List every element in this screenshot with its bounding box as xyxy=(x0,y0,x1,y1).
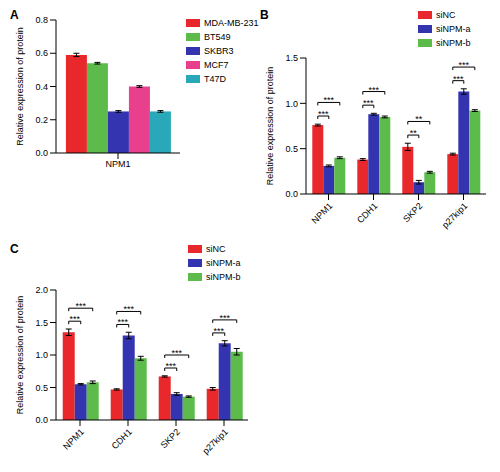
svg-text:2.0: 2.0 xyxy=(35,285,48,295)
svg-text:***: *** xyxy=(171,348,182,358)
svg-text:***: *** xyxy=(324,95,335,105)
svg-text:0.4: 0.4 xyxy=(35,82,48,92)
svg-text:SKP2: SKP2 xyxy=(159,427,182,450)
svg-text:**: ** xyxy=(415,114,423,124)
svg-text:Relative expression of protein: Relative expression of protein xyxy=(15,296,25,415)
svg-text:NPM1: NPM1 xyxy=(105,159,130,169)
svg-text:1.0: 1.0 xyxy=(35,350,48,360)
svg-text:Relative expression of protein: Relative expression of protein xyxy=(15,27,25,146)
svg-text:***: *** xyxy=(369,85,380,95)
svg-text:1.5: 1.5 xyxy=(35,318,48,328)
svg-text:0.0: 0.0 xyxy=(35,415,48,425)
html-text:A: A xyxy=(10,8,19,22)
svg-text:***: *** xyxy=(213,326,224,336)
html-text:C: C xyxy=(10,242,19,256)
svg-text:***: *** xyxy=(318,109,329,119)
svg-text:0.5: 0.5 xyxy=(285,144,298,154)
svg-text:0.2: 0.2 xyxy=(35,115,48,125)
html-text:siNC: siNC xyxy=(206,244,226,254)
svg-text:0.6: 0.6 xyxy=(35,48,48,58)
svg-text:0.8: 0.8 xyxy=(35,15,48,25)
html-text:B: B xyxy=(260,8,269,22)
svg-text:SKP2: SKP2 xyxy=(401,201,424,224)
svg-text:***: *** xyxy=(363,98,374,108)
html-text:siNC: siNC xyxy=(436,10,456,20)
svg-text:***: *** xyxy=(123,304,134,314)
svg-text:NPM1: NPM1 xyxy=(310,201,335,226)
html-text:SKBR3: SKBR3 xyxy=(204,46,234,56)
svg-text:1.0: 1.0 xyxy=(285,99,298,109)
html-text:MCF7: MCF7 xyxy=(204,60,229,70)
svg-text:***: *** xyxy=(165,361,176,371)
svg-text:***: *** xyxy=(219,313,230,323)
html-text:siNPM-a: siNPM-a xyxy=(206,258,241,268)
svg-text:***: *** xyxy=(69,314,80,324)
html-text:siNPM-b: siNPM-b xyxy=(436,38,471,48)
html-text:BT549: BT549 xyxy=(204,32,231,42)
html-text:T47D: T47D xyxy=(204,74,226,84)
html-text:siNPM-b: siNPM-b xyxy=(206,272,241,282)
svg-text:0.5: 0.5 xyxy=(35,383,48,393)
svg-text:NPM1: NPM1 xyxy=(61,427,86,452)
svg-text:0.0: 0.0 xyxy=(285,189,298,199)
svg-text:Relative expression of protein: Relative expression of protein xyxy=(265,67,275,186)
svg-text:1.5: 1.5 xyxy=(285,53,298,63)
html-text:siNPM-a: siNPM-a xyxy=(436,24,471,34)
svg-text:***: *** xyxy=(459,60,470,70)
html-text:MDA-MB-231: MDA-MB-231 xyxy=(204,18,259,28)
svg-text:0.0: 0.0 xyxy=(35,148,48,158)
svg-text:CDH1: CDH1 xyxy=(110,427,134,451)
svg-text:***: *** xyxy=(453,74,464,84)
svg-text:CDH1: CDH1 xyxy=(355,201,379,225)
svg-text:**: ** xyxy=(410,128,418,138)
svg-text:***: *** xyxy=(75,301,86,311)
svg-text:p27kip1: p27kip1 xyxy=(201,427,230,456)
svg-text:p27kip1: p27kip1 xyxy=(440,201,469,230)
svg-text:***: *** xyxy=(117,317,128,327)
